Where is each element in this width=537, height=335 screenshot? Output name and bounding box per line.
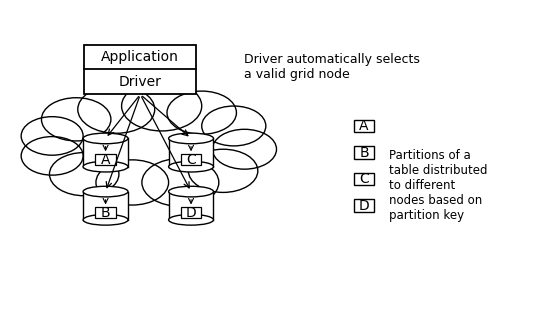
Text: Application: Application — [101, 50, 179, 64]
Text: Driver automatically selects
a valid grid node: Driver automatically selects a valid gri… — [244, 53, 420, 81]
Circle shape — [167, 91, 236, 134]
Ellipse shape — [169, 161, 214, 172]
Bar — [354, 120, 374, 132]
Ellipse shape — [169, 133, 214, 144]
Circle shape — [21, 117, 83, 155]
Bar — [181, 207, 201, 218]
Text: B: B — [359, 145, 369, 159]
Bar — [181, 154, 201, 165]
Circle shape — [121, 81, 202, 131]
Text: B: B — [101, 206, 111, 220]
Ellipse shape — [83, 186, 128, 197]
Bar — [169, 192, 214, 220]
Bar — [96, 154, 115, 165]
Circle shape — [49, 152, 119, 196]
Bar — [83, 192, 128, 220]
Circle shape — [213, 129, 277, 169]
Text: D: D — [359, 199, 369, 213]
Text: A: A — [359, 119, 369, 133]
Text: C: C — [359, 172, 369, 186]
Ellipse shape — [83, 133, 128, 144]
Circle shape — [21, 137, 83, 175]
Circle shape — [96, 160, 169, 205]
Text: C: C — [186, 152, 196, 166]
Bar — [354, 146, 374, 159]
Text: Partitions of a
table distributed
to different
nodes based on
partition key: Partitions of a table distributed to dif… — [389, 149, 487, 222]
Text: Driver: Driver — [119, 75, 162, 89]
Ellipse shape — [83, 214, 128, 225]
Circle shape — [202, 106, 266, 146]
Text: A: A — [101, 152, 110, 166]
Ellipse shape — [83, 161, 128, 172]
Ellipse shape — [169, 214, 214, 225]
Bar — [83, 138, 128, 167]
Bar — [354, 199, 374, 212]
Bar — [84, 45, 197, 94]
Circle shape — [188, 149, 258, 192]
Ellipse shape — [169, 186, 214, 197]
Bar — [96, 207, 115, 218]
Circle shape — [41, 98, 111, 141]
Text: D: D — [186, 206, 197, 220]
Bar — [169, 138, 214, 167]
Circle shape — [142, 158, 219, 206]
Circle shape — [78, 85, 155, 133]
Bar — [354, 173, 374, 186]
